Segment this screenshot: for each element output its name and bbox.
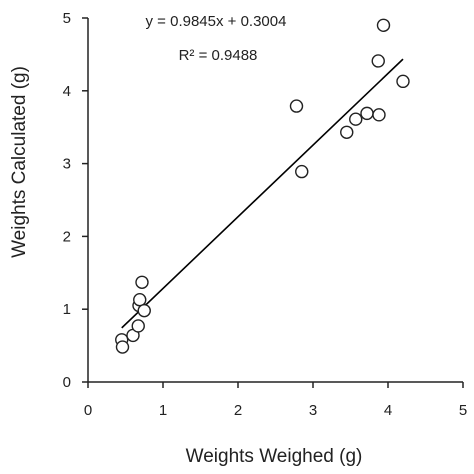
- data-point: [289, 99, 304, 113]
- x-tick-label: 3: [309, 402, 317, 419]
- r-squared-annotation: R² = 0.9488: [179, 47, 258, 64]
- data-point: [115, 340, 130, 354]
- x-axis-title: Weights Weighed (g): [186, 446, 363, 467]
- data-point: [135, 275, 149, 289]
- y-tick-label: 1: [63, 301, 71, 318]
- data-point: [349, 112, 363, 126]
- x-tick-label: 2: [234, 402, 242, 419]
- data-point: [376, 18, 391, 32]
- data-point: [360, 106, 374, 121]
- data-points: [115, 18, 410, 354]
- x-tick-label: 5: [459, 402, 467, 419]
- x-tick-label: 4: [384, 402, 392, 419]
- data-point: [137, 303, 151, 318]
- equation-annotation: y = 0.9845x + 0.3004: [146, 13, 287, 30]
- data-point: [295, 164, 309, 179]
- y-tick-label: 3: [63, 156, 71, 173]
- y-tick-label: 2: [63, 228, 71, 245]
- x-tick-label: 1: [159, 402, 167, 419]
- x-tick-label: 0: [84, 402, 92, 419]
- y-axis-title: Weights Calculated (g): [9, 66, 30, 258]
- data-point: [340, 125, 354, 139]
- axes: [87, 18, 463, 383]
- data-point: [371, 54, 385, 68]
- data-point: [372, 108, 386, 122]
- data-point: [131, 319, 145, 333]
- data-point: [133, 293, 147, 307]
- tick-marks: [82, 17, 464, 388]
- y-tick-label: 4: [63, 83, 71, 100]
- data-point: [396, 74, 410, 89]
- y-tick-label: 5: [63, 10, 71, 27]
- tick-labels: 0 1 2 3 4 5 0 1 2 3 4 5: [63, 10, 468, 419]
- trendline: [121, 58, 404, 329]
- y-tick-label: 0: [63, 374, 71, 391]
